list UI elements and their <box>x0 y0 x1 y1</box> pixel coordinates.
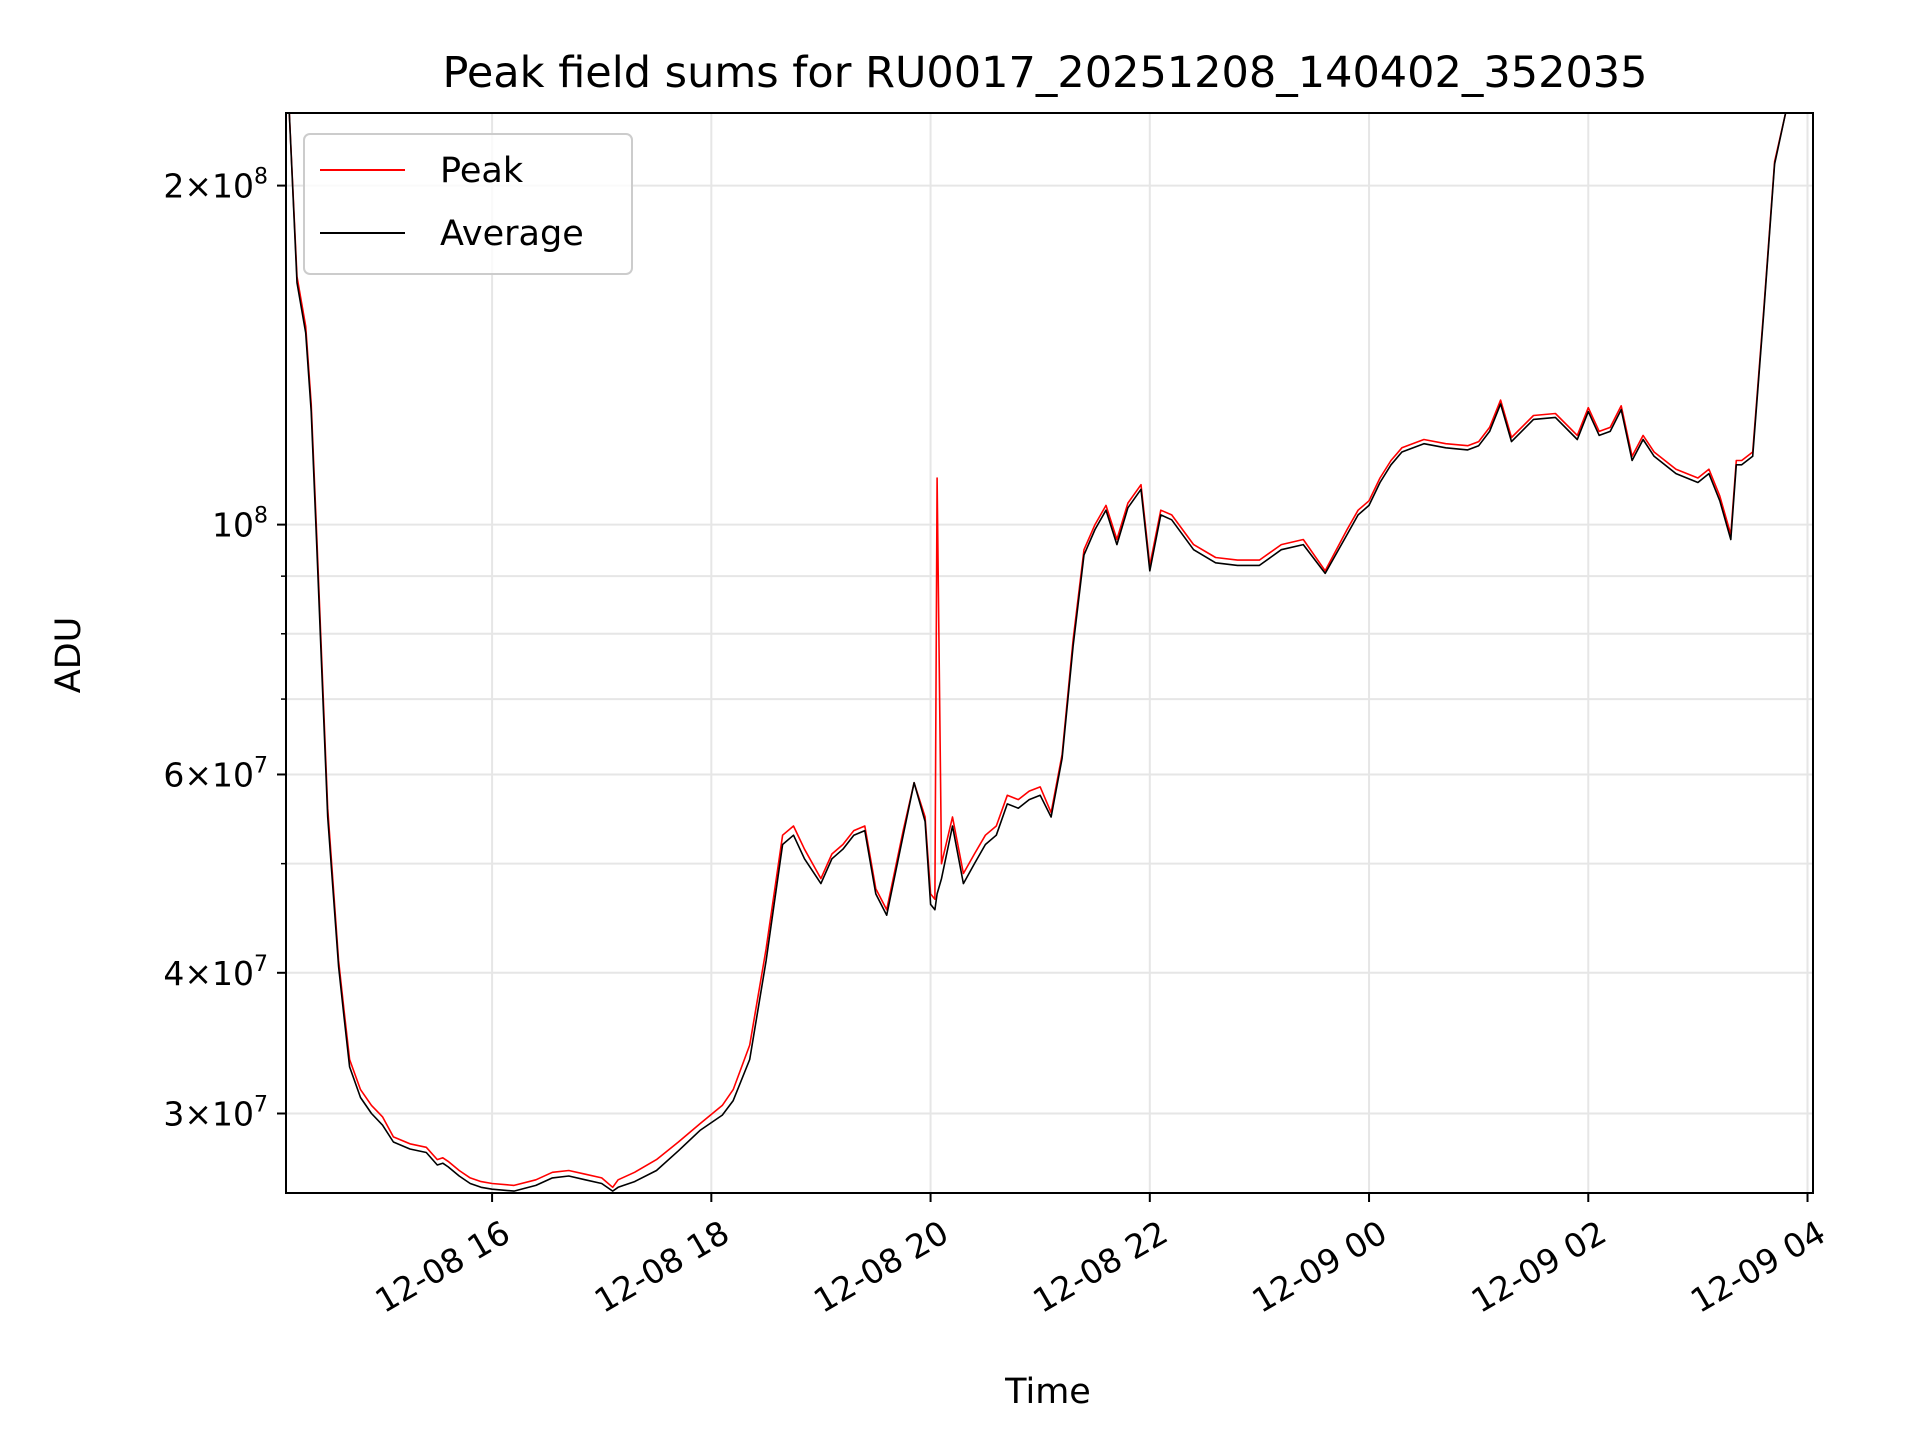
y-tick-label: 3×107 <box>163 1093 268 1134</box>
series-line-average <box>288 113 1787 1192</box>
y-tick-label: 6×107 <box>163 753 268 794</box>
y-tick-label: 2×108 <box>163 165 268 206</box>
x-axis-label: Time <box>1004 1372 1091 1412</box>
series-lines <box>288 113 1787 1192</box>
legend: Peak Average <box>303 133 633 275</box>
legend-label-peak: Peak <box>440 151 524 191</box>
y-axis-label: ADU <box>49 617 89 694</box>
y-tick-label: 108 <box>212 504 268 545</box>
chart-title: Peak field sums for RU0017_20251208_1404… <box>442 48 1647 98</box>
plot-area-frame <box>285 112 1814 1194</box>
legend-label-average: Average <box>440 214 584 254</box>
y-axis-ticks: 3×107 4×107 6×107 108 2×108 <box>163 165 286 1134</box>
series-line-peak <box>288 113 1787 1189</box>
y-tick-label: 4×107 <box>163 952 268 993</box>
